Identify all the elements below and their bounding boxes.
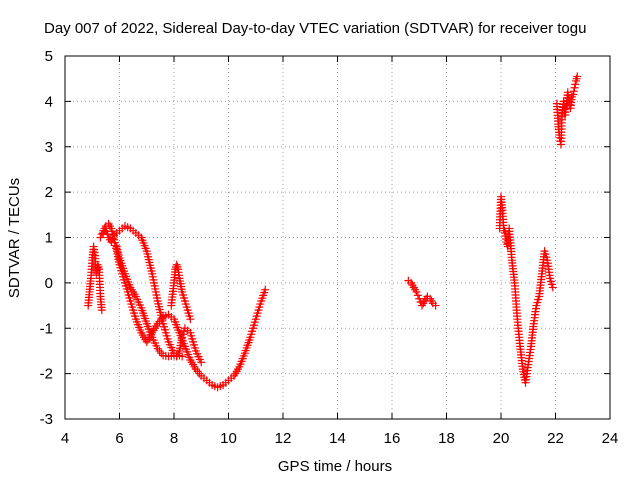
data-point bbox=[412, 287, 421, 296]
x-tick-label: 8 bbox=[170, 430, 178, 447]
data-point bbox=[570, 83, 579, 92]
data-point bbox=[197, 358, 206, 367]
x-tick-label: 18 bbox=[438, 430, 455, 447]
y-tick-label: 0 bbox=[45, 275, 53, 292]
x-tick-label: 22 bbox=[547, 430, 564, 447]
data-point bbox=[178, 352, 187, 361]
series-track-h bbox=[552, 72, 582, 149]
data-point bbox=[571, 80, 580, 89]
y-axis-label: SDTVAR / TECUs bbox=[6, 178, 23, 298]
data-point bbox=[97, 306, 106, 315]
y-tick-label: -3 bbox=[40, 411, 53, 428]
data-point bbox=[548, 283, 557, 292]
series-track-g bbox=[495, 192, 557, 387]
data-point bbox=[107, 238, 116, 247]
chart-title: Day 007 of 2022, Sidereal Day-to-day VTE… bbox=[44, 20, 586, 37]
x-tick-label: 6 bbox=[115, 430, 123, 447]
series-track-c bbox=[99, 222, 206, 367]
x-tick-label: 12 bbox=[275, 430, 292, 447]
data-point bbox=[186, 315, 195, 324]
series-track-e bbox=[167, 260, 195, 324]
y-tick-label: -2 bbox=[40, 366, 53, 383]
y-tick-label: 2 bbox=[45, 184, 53, 201]
series-track-a bbox=[84, 242, 106, 315]
x-tick-label: 14 bbox=[329, 430, 346, 447]
data-point bbox=[413, 291, 422, 300]
grid bbox=[65, 56, 610, 419]
y-tick-label: 3 bbox=[45, 139, 53, 156]
x-tick-label: 24 bbox=[602, 430, 619, 447]
series-track-d bbox=[112, 242, 187, 361]
y-tick-label: 1 bbox=[45, 230, 53, 247]
data-marks bbox=[84, 72, 582, 392]
x-axis-label: GPS time / hours bbox=[278, 458, 392, 475]
data-point bbox=[569, 90, 578, 99]
y-tick-label: 4 bbox=[45, 93, 53, 110]
data-point bbox=[261, 285, 270, 294]
y-tick-label: -1 bbox=[40, 320, 53, 337]
x-tick-label: 20 bbox=[493, 430, 510, 447]
x-tick-label: 10 bbox=[220, 430, 237, 447]
data-point bbox=[108, 234, 117, 243]
series-track-f bbox=[404, 276, 440, 310]
data-point bbox=[431, 301, 440, 310]
data-point bbox=[96, 233, 105, 242]
data-point bbox=[415, 294, 424, 303]
y-tick-label: 5 bbox=[45, 48, 53, 65]
x-tick-label: 16 bbox=[384, 430, 401, 447]
x-tick-label: 4 bbox=[61, 430, 69, 447]
data-point bbox=[573, 72, 582, 81]
data-point bbox=[569, 87, 578, 96]
